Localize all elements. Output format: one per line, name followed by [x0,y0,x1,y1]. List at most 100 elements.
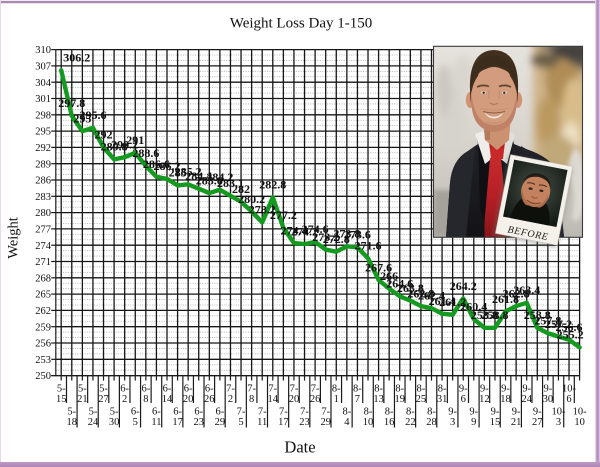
svg-text:6-: 6- [216,407,225,418]
svg-text:8-: 8- [353,384,362,395]
svg-text:10-: 10- [573,407,588,418]
svg-text:5-: 5- [99,384,108,395]
svg-text:264.6: 264.6 [386,277,413,291]
svg-text:29: 29 [215,417,226,428]
svg-text:283.6: 283.6 [196,173,223,187]
svg-text:258.8: 258.8 [471,308,498,322]
svg-text:8-: 8- [342,407,351,418]
svg-text:280.2: 280.2 [238,192,265,206]
svg-text:21: 21 [511,417,522,428]
svg-text:9-: 9- [491,407,500,418]
svg-text:8-: 8- [417,384,426,395]
svg-text:26: 26 [310,394,321,405]
svg-text:8-: 8- [406,407,415,418]
svg-text:297.8: 297.8 [58,96,85,110]
svg-text:274: 274 [35,241,52,252]
svg-text:2: 2 [122,394,127,405]
svg-text:22: 22 [405,417,416,428]
svg-text:304: 304 [35,78,52,89]
svg-text:7-: 7- [321,407,330,418]
svg-text:21: 21 [77,394,88,405]
svg-text:262.8: 262.8 [503,286,530,300]
svg-text:7-: 7- [258,407,267,418]
svg-text:295: 295 [73,111,91,125]
svg-text:6-: 6- [141,384,150,395]
svg-text:8-: 8- [385,407,394,418]
svg-text:289.8: 289.8 [101,140,128,154]
svg-text:262: 262 [35,306,51,317]
svg-text:288.6: 288.6 [132,146,159,160]
svg-text:282.8: 282.8 [259,178,286,192]
svg-text:263.4: 263.4 [513,283,540,297]
svg-text:17: 17 [278,417,289,428]
svg-text:20: 20 [289,394,300,405]
svg-text:18: 18 [500,394,511,405]
svg-text:9-: 9- [501,384,510,395]
svg-text:259: 259 [35,322,51,333]
svg-text:6-: 6- [194,407,203,418]
svg-text:15: 15 [490,417,501,428]
svg-text:6-: 6- [120,384,129,395]
svg-text:24: 24 [521,394,532,405]
svg-text:28: 28 [426,417,437,428]
svg-text:257.2: 257.2 [545,317,572,331]
svg-text:6-: 6- [163,384,172,395]
svg-text:253: 253 [35,355,51,366]
svg-text:266: 266 [380,269,398,283]
svg-text:271: 271 [35,257,51,268]
svg-text:Weight: Weight [6,217,22,259]
svg-text:30: 30 [109,417,120,428]
svg-text:306.2: 306.2 [63,51,90,65]
svg-text:301: 301 [35,94,51,105]
svg-text:274.2: 274.2 [291,224,318,238]
svg-text:25: 25 [416,394,427,405]
svg-text:9-: 9- [480,384,489,395]
svg-text:11: 11 [257,417,267,428]
svg-text:29: 29 [320,417,331,428]
svg-text:9-: 9- [448,407,457,418]
svg-text:18: 18 [67,417,78,428]
svg-text:7-: 7- [311,384,320,395]
svg-text:273.6: 273.6 [344,228,371,242]
svg-text:267.6: 267.6 [365,260,392,274]
svg-text:5: 5 [238,417,243,428]
svg-text:262.4: 262.4 [418,289,445,303]
svg-text:289: 289 [35,159,51,170]
svg-text:274.4: 274.4 [280,223,307,237]
svg-text:6: 6 [461,394,466,405]
svg-text:4: 4 [344,417,350,428]
svg-text:290.2: 290.2 [111,137,138,151]
svg-text:283: 283 [35,192,51,203]
svg-text:20: 20 [183,394,194,405]
svg-text:260.4: 260.4 [460,299,487,313]
svg-text:273.8: 273.8 [333,227,360,241]
svg-text:26: 26 [204,394,215,405]
svg-text:15: 15 [56,394,67,405]
svg-text:Date: Date [284,438,315,457]
svg-text:7-: 7- [226,384,235,395]
svg-text:10: 10 [363,417,374,428]
svg-text:261.4: 261.4 [429,294,456,308]
svg-text:13: 13 [373,394,384,405]
svg-text:272.8: 272.8 [323,232,350,246]
svg-text:278.2: 278.2 [249,203,276,217]
svg-text:27: 27 [98,394,109,405]
svg-text:286: 286 [35,176,51,187]
svg-text:286.6: 286.6 [143,157,170,171]
svg-text:7-: 7- [279,407,288,418]
svg-text:9: 9 [471,417,476,428]
svg-text:23: 23 [193,417,204,428]
svg-text:9-: 9- [522,384,531,395]
svg-text:8-: 8- [395,384,404,395]
svg-text:7: 7 [355,394,360,405]
svg-text:10-: 10- [562,384,577,395]
svg-text:310: 310 [35,45,51,56]
svg-text:8: 8 [249,394,254,405]
svg-text:10: 10 [574,417,585,428]
svg-text:6-: 6- [205,384,214,395]
svg-text:27: 27 [532,417,543,428]
svg-text:273.2: 273.2 [312,230,339,244]
svg-text:9-: 9- [512,407,521,418]
svg-text:5-: 5- [78,384,87,395]
svg-text:292: 292 [95,128,113,142]
